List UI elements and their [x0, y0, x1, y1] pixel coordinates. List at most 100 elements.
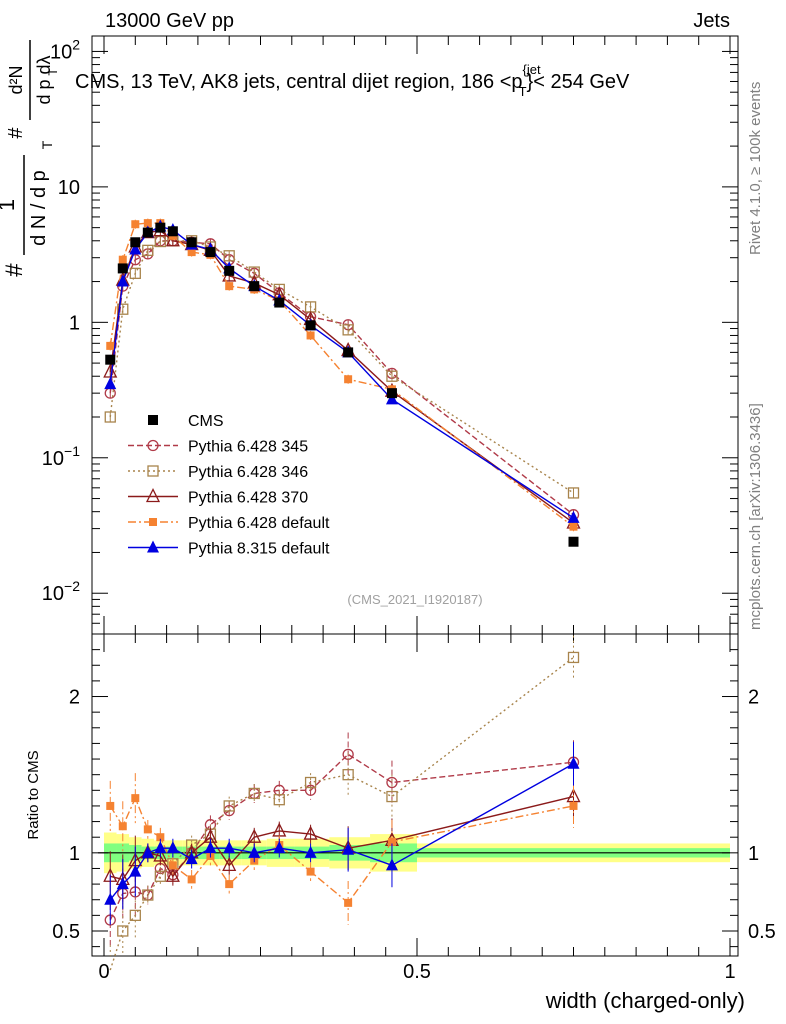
series-point — [129, 242, 142, 255]
ratio-point — [141, 845, 154, 858]
x-tick-label: 0.5 — [403, 961, 431, 983]
reference-point — [105, 354, 116, 365]
title-prefix: CMS, 13 TeV, AK8 jets, central dijet reg… — [75, 71, 523, 93]
ratio-point — [344, 898, 353, 907]
ratio-point — [387, 837, 396, 846]
legend-marker — [147, 439, 159, 452]
series-point — [129, 267, 141, 279]
ratio-point — [342, 842, 355, 855]
legend-label: Pythia 6.428 346 — [188, 464, 308, 481]
x-axis-label: width (charged-only) — [545, 988, 745, 1013]
ratio-series-1 — [109, 635, 580, 971]
svg-text:1: 1 — [0, 199, 19, 211]
legend-label: Pythia 6.428 370 — [188, 490, 308, 507]
ratio-point — [567, 651, 580, 664]
ratio-point — [386, 776, 398, 789]
series-line — [109, 240, 574, 516]
legend-label: Pythia 8.315 default — [188, 541, 330, 558]
series-point — [569, 522, 578, 531]
reference-point — [167, 226, 178, 237]
ratio-point — [165, 867, 180, 882]
ratio-point — [154, 870, 166, 882]
ratio-point — [166, 841, 179, 854]
ratio-point — [225, 880, 234, 889]
series-point — [344, 375, 353, 384]
ratio-point — [304, 845, 317, 858]
ratio-point — [569, 801, 578, 810]
series-point — [106, 341, 115, 350]
ratio-point — [117, 925, 129, 937]
ratio-point — [306, 867, 315, 876]
ratio-point — [304, 784, 317, 796]
series-point — [306, 331, 315, 340]
series-point — [567, 487, 580, 499]
ratio-point — [185, 852, 198, 865]
ratio-point — [204, 841, 217, 854]
svg-text:T: T — [39, 140, 55, 149]
x-tick-label: 0 — [98, 961, 109, 983]
reference-point — [568, 536, 579, 547]
ratio-point — [154, 841, 167, 854]
y-tick-base: 10 — [50, 41, 72, 63]
legend-marker — [147, 540, 159, 553]
ratio-point — [248, 845, 261, 858]
reference-point — [274, 297, 285, 308]
ratio-point — [104, 892, 117, 905]
y-tick-label: 102 — [50, 36, 80, 63]
legend-marker — [148, 415, 158, 425]
reference-point — [386, 388, 397, 399]
mcplots-site-label: mcplots.cern.ch [arXiv:1306.3436] — [747, 403, 764, 630]
ratio-tick-label: 1 — [69, 843, 80, 865]
y-tick-label: 10−2 — [42, 578, 80, 605]
y-tick-exponent: −1 — [64, 443, 80, 459]
y-tick-base: 1 — [69, 312, 80, 334]
y-tick-base: 10 — [58, 177, 80, 199]
y-tick-base: 10 — [42, 583, 64, 605]
ratio-point — [118, 822, 127, 831]
reference-point — [130, 237, 141, 248]
series-point — [116, 274, 129, 287]
ratio-tick-label: 2 — [69, 687, 80, 709]
series-point — [187, 248, 196, 257]
legend-marker — [147, 465, 159, 477]
ratio-point — [106, 801, 115, 810]
ratio-series-line — [109, 763, 574, 901]
reference-series — [105, 222, 579, 547]
series-point — [142, 244, 154, 256]
ratio-point — [567, 756, 580, 769]
reference-point — [142, 227, 153, 238]
ratio-point — [385, 858, 398, 871]
ratio-plot-frame — [91, 633, 739, 957]
ratio-tick-label-right: 2 — [748, 687, 759, 709]
ratio-point — [247, 828, 262, 843]
series-line — [109, 229, 574, 524]
ratio-series-line — [109, 753, 574, 921]
series-point — [104, 377, 117, 390]
ratio-point — [248, 787, 260, 800]
series-point — [342, 324, 354, 336]
ratio-series-4 — [104, 741, 580, 925]
ratio-point — [223, 841, 236, 854]
series-point — [567, 510, 580, 523]
ratio-point — [143, 825, 152, 834]
series-point — [131, 220, 140, 229]
y-tick-base: 10 — [42, 448, 64, 470]
reference-point — [155, 222, 166, 233]
series-point — [225, 282, 234, 291]
series-1 — [104, 235, 580, 499]
ratio-point — [168, 861, 177, 870]
series-point — [154, 235, 166, 248]
ratio-point — [342, 769, 354, 781]
legend-marker — [149, 518, 157, 526]
legend-marker — [145, 488, 161, 503]
svg-text:#: # — [1, 263, 28, 277]
rivet-version-label: Rivet 4.1.0, ≥ 100k events — [747, 82, 764, 255]
analysis-id-label: (CMS_2021_I1920187) — [347, 592, 482, 607]
y-tick-label: 1 — [69, 312, 80, 334]
series-point — [118, 255, 127, 264]
ratio-point — [187, 875, 196, 884]
series-line — [109, 222, 574, 528]
legend-label: CMS — [188, 413, 224, 430]
ratio-point — [223, 800, 235, 812]
category-label: Jets — [693, 10, 730, 32]
